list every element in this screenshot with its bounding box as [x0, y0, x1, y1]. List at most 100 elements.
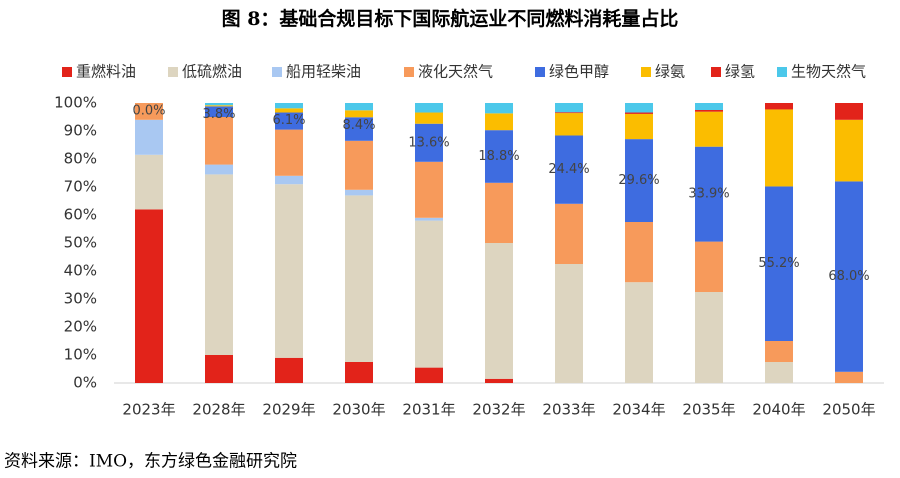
bar-segment: [205, 105, 233, 107]
bar-segment: [275, 108, 303, 113]
data-label: 18.8%: [478, 149, 519, 164]
bar-segment: [765, 103, 793, 110]
bar-segment: [345, 110, 373, 118]
legend-label: 船用轻柴油: [286, 63, 361, 81]
x-tick-label: 2033年: [542, 401, 595, 419]
legend-label: 液化天然气: [418, 63, 493, 81]
bar-segment: [765, 109, 793, 187]
data-label: 33.9%: [688, 187, 729, 202]
bar-segment: [555, 113, 583, 136]
y-tick-label: 0%: [73, 374, 97, 392]
y-tick-label: 70%: [64, 178, 97, 196]
bar-segment: [415, 217, 443, 221]
bar-segment: [345, 117, 373, 141]
x-tick-label: 2028年: [192, 401, 245, 419]
source-note: 资料来源：IMO，东方绿色金融研究院: [4, 452, 297, 472]
bar-segment: [275, 175, 303, 185]
bar-segment: [765, 362, 793, 383]
bar-segment: [415, 123, 443, 162]
bar-segment: [625, 282, 653, 383]
y-tick-label: 20%: [64, 318, 97, 336]
y-tick-label: 30%: [64, 290, 97, 308]
bar-segment: [555, 135, 583, 204]
legend-swatch: [168, 67, 178, 77]
bar-segment: [205, 355, 233, 383]
bar-segment: [695, 103, 723, 110]
data-label: 68.0%: [828, 269, 869, 284]
chart-title: 图 8：基础合规目标下国际航运业不同燃料消耗量占比: [222, 7, 679, 30]
legend-swatch: [535, 67, 545, 77]
bar-segment: [135, 119, 163, 155]
bar-segment: [695, 111, 723, 147]
bar-segment: [275, 103, 303, 109]
y-tick-label: 10%: [64, 346, 97, 364]
bar-segment: [625, 113, 653, 140]
bar-segment: [135, 154, 163, 210]
bar-segment: [345, 195, 373, 362]
bar-segment: [135, 103, 163, 120]
bar-segment: [485, 378, 513, 383]
bar-segment: [275, 129, 303, 176]
legend-label: 生物天然气: [791, 63, 866, 81]
legend-swatch: [62, 67, 72, 77]
bar-segment: [485, 113, 513, 131]
y-tick-label: 100%: [54, 94, 97, 112]
bar-segment: [555, 112, 583, 114]
x-tick-label: 2035年: [682, 401, 735, 419]
legend-label: 绿氢: [725, 63, 755, 81]
legend-swatch: [711, 67, 721, 77]
bar-segment: [415, 220, 443, 368]
x-tick-label: 2023年: [122, 401, 175, 419]
data-label: 6.1%: [272, 113, 305, 128]
x-tick-label: 2030年: [332, 401, 385, 419]
bar-segment: [415, 161, 443, 218]
legend-label: 绿色甲醇: [549, 63, 609, 81]
legend-label: 低硫燃油: [182, 63, 242, 81]
bar-segment: [275, 112, 303, 130]
x-tick-label: 2034年: [612, 401, 665, 419]
bar-segment: [695, 110, 723, 112]
legend-swatch: [404, 67, 414, 77]
bar-segment: [555, 264, 583, 383]
legend-swatch: [272, 67, 282, 77]
bar-segment: [485, 130, 513, 183]
data-label: 0.0%: [132, 104, 165, 119]
bar-segment: [835, 103, 863, 120]
x-tick-label: 2032年: [472, 401, 525, 419]
bar-segment: [345, 362, 373, 383]
data-label: 13.6%: [408, 135, 449, 150]
bar-segment: [835, 371, 863, 383]
data-label: 29.6%: [618, 173, 659, 188]
y-tick-label: 80%: [64, 150, 97, 168]
bar-segment: [485, 182, 513, 243]
data-label: 8.4%: [342, 118, 375, 133]
bar-segment: [695, 146, 723, 242]
bar-segment: [205, 106, 233, 117]
y-tick-label: 40%: [64, 262, 97, 280]
x-tick-label: 2040年: [752, 401, 805, 419]
bar-segment: [345, 140, 373, 190]
y-tick-label: 90%: [64, 122, 97, 140]
bar-segment: [275, 184, 303, 358]
y-tick-label: 50%: [64, 234, 97, 252]
y-tick-label: 60%: [64, 206, 97, 224]
bar-segment: [835, 119, 863, 182]
data-label: 3.8%: [202, 107, 235, 122]
bar-segment: [415, 103, 443, 113]
legend-swatch: [641, 67, 651, 77]
bar-segment: [485, 103, 513, 114]
x-tick-label: 2029年: [262, 401, 315, 419]
bar-segment: [415, 112, 443, 124]
bar-segment: [205, 174, 233, 355]
bar-segment: [345, 189, 373, 196]
bar-segment: [625, 103, 653, 113]
bar-segment: [205, 103, 233, 106]
data-label: 55.2%: [758, 256, 799, 271]
bar-segment: [625, 139, 653, 222]
bar-segment: [205, 117, 233, 165]
bar-segment: [275, 357, 303, 383]
bar-segment: [555, 203, 583, 264]
bar-segment: [765, 341, 793, 362]
bar-segment: [135, 209, 163, 383]
